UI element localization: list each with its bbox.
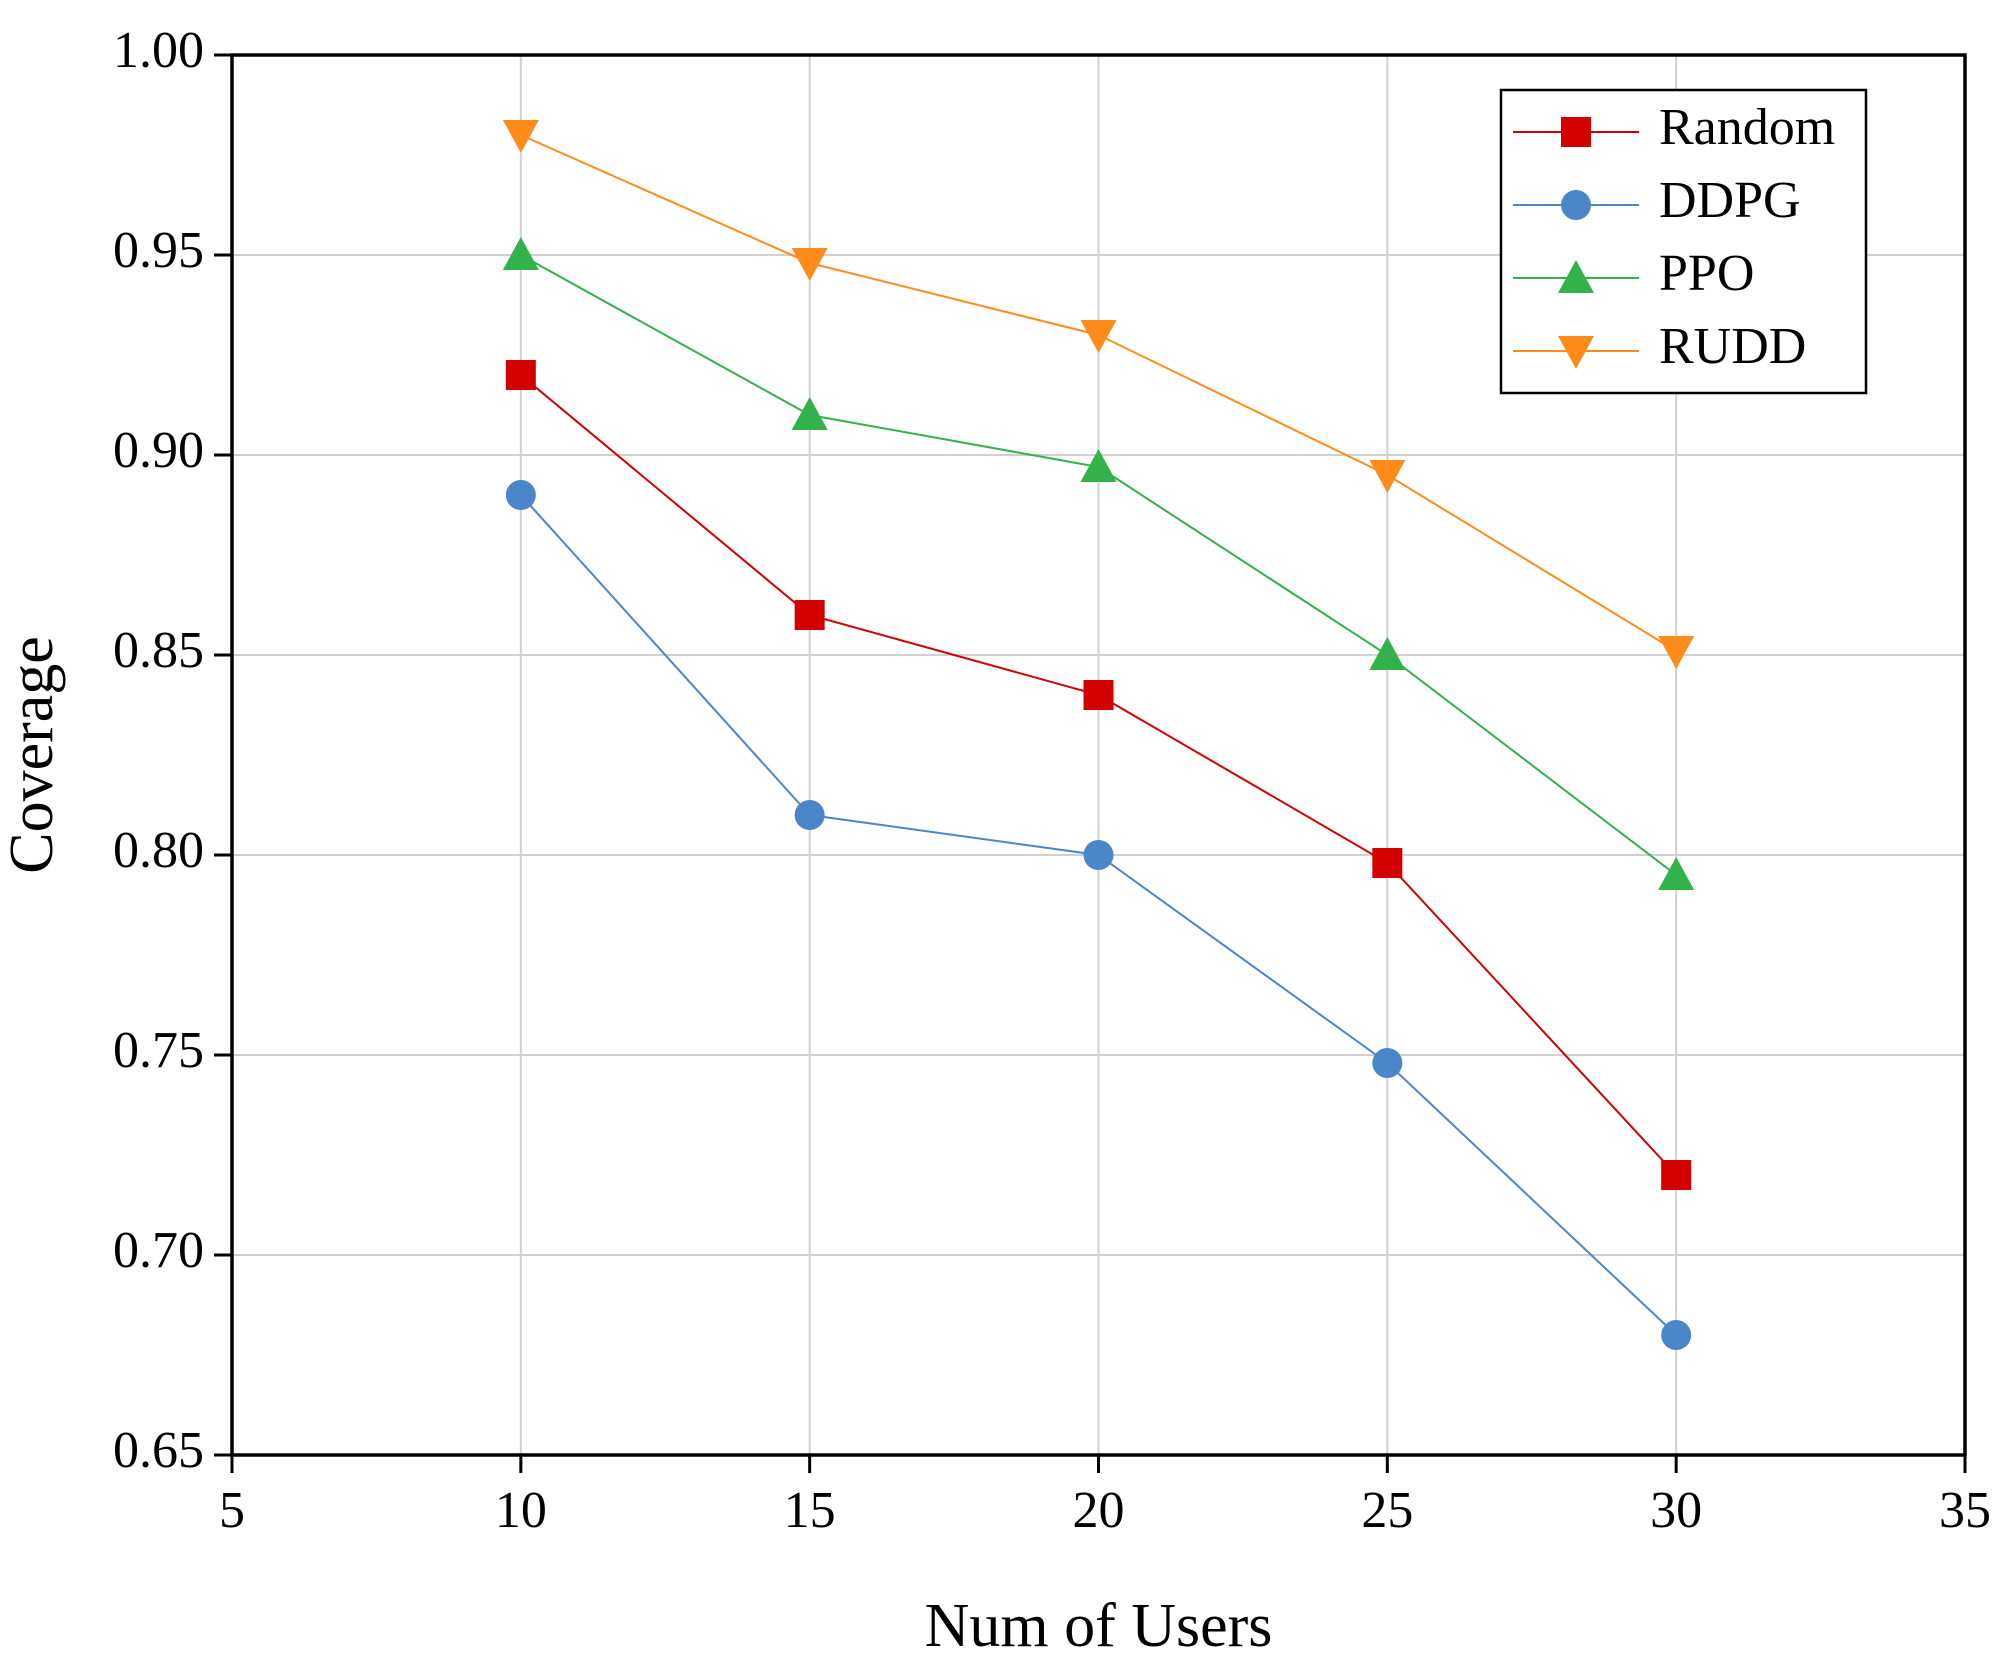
legend-label: Random bbox=[1659, 99, 1835, 156]
x-tick-label: 30 bbox=[1650, 1482, 1702, 1539]
marker bbox=[1083, 680, 1114, 710]
marker bbox=[1080, 449, 1117, 482]
plot-frame bbox=[230, 53, 1967, 1457]
y-axis-title: Coverage bbox=[0, 636, 66, 874]
legend-marker bbox=[1561, 117, 1591, 147]
marker bbox=[794, 600, 825, 630]
legend-marker bbox=[1558, 260, 1594, 293]
legend-label: DDPG bbox=[1659, 172, 1801, 229]
marker bbox=[794, 800, 825, 830]
marker bbox=[502, 237, 539, 270]
x-tick-label: 25 bbox=[1361, 1482, 1413, 1539]
legend-marker bbox=[1561, 190, 1591, 220]
marker bbox=[505, 480, 536, 510]
marker bbox=[1083, 840, 1114, 870]
marker bbox=[1372, 1048, 1403, 1078]
marker bbox=[505, 360, 536, 390]
y-tick-label: 0.95 bbox=[113, 222, 204, 279]
marker bbox=[1658, 636, 1695, 669]
y-tick-label: 0.65 bbox=[113, 1422, 204, 1479]
marker bbox=[1658, 857, 1695, 890]
y-tick-label: 0.75 bbox=[113, 1022, 204, 1079]
x-axis-title: Num of Users bbox=[925, 1592, 1273, 1660]
marker bbox=[1369, 637, 1406, 670]
marker bbox=[1661, 1160, 1692, 1190]
marker bbox=[1080, 320, 1117, 353]
legend-label: PPO bbox=[1659, 245, 1754, 302]
x-tick-label: 5 bbox=[219, 1482, 245, 1539]
y-tick-label: 0.90 bbox=[113, 422, 204, 479]
x-tick-label: 35 bbox=[1939, 1482, 1991, 1539]
marker bbox=[1369, 460, 1406, 493]
x-tick-label: 10 bbox=[495, 1482, 547, 1539]
marker bbox=[791, 397, 828, 430]
x-tick-label: 20 bbox=[1073, 1482, 1125, 1539]
marker bbox=[502, 120, 539, 153]
y-tick-label: 0.85 bbox=[113, 622, 204, 679]
y-tick-label: 0.80 bbox=[113, 822, 204, 879]
marker bbox=[791, 248, 828, 281]
legend-marker bbox=[1558, 336, 1594, 369]
marker bbox=[1661, 1320, 1692, 1350]
marker bbox=[1372, 848, 1403, 878]
y-tick-label: 0.70 bbox=[113, 1222, 204, 1279]
x-tick-label: 15 bbox=[784, 1482, 836, 1539]
legend-label: RUDD bbox=[1659, 318, 1806, 375]
y-tick-label: 1.00 bbox=[113, 22, 204, 79]
